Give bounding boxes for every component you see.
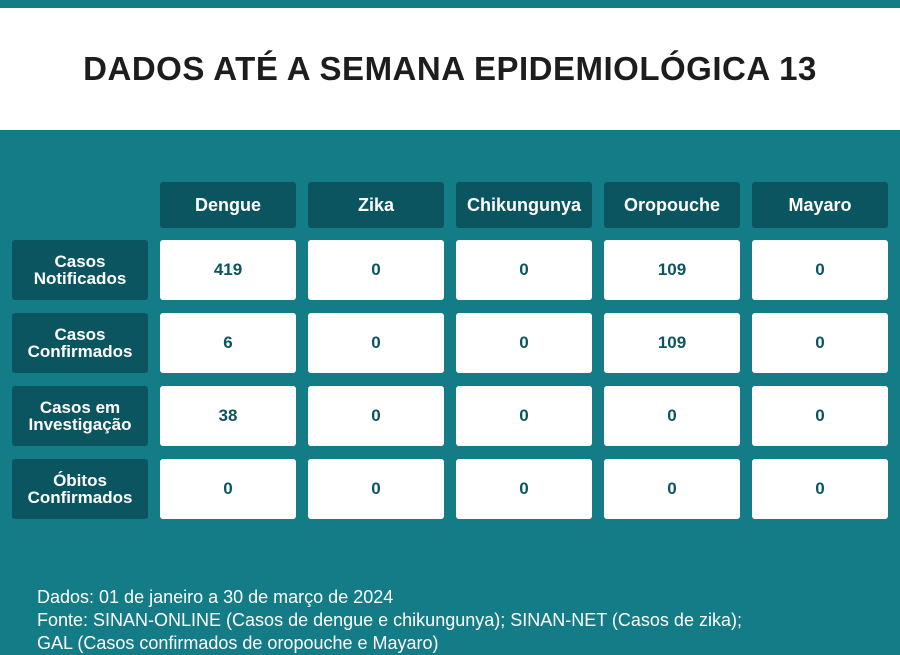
value-cell: 109 — [604, 313, 740, 373]
row-label: Óbitos Confirmados — [12, 459, 148, 519]
value-cell: 0 — [752, 313, 888, 373]
value-cell: 0 — [456, 240, 592, 300]
header: DADOS ATÉ A SEMANA EPIDEMIOLÓGICA 13 — [0, 8, 900, 130]
column-header: Chikungunya — [456, 182, 592, 228]
footer-line: Dados: 01 de janeiro a 30 de março de 20… — [37, 587, 394, 607]
value-cell: 0 — [752, 240, 888, 300]
value-cell: 109 — [604, 240, 740, 300]
value-cell: 0 — [752, 386, 888, 446]
value-cell: 0 — [456, 386, 592, 446]
column-header: Dengue — [160, 182, 296, 228]
title: DADOS ATÉ A SEMANA EPIDEMIOLÓGICA 13 — [83, 50, 817, 87]
column-header: Mayaro — [752, 182, 888, 228]
row-label: Casos Confirmados — [12, 313, 148, 373]
column-header: Zika — [308, 182, 444, 228]
value-cell: 6 — [160, 313, 296, 373]
value-cell: 0 — [604, 459, 740, 519]
footer-line: Fonte: SINAN-ONLINE (Casos de dengue e c… — [37, 610, 742, 630]
value-cell: 0 — [604, 386, 740, 446]
column-header: Oropouche — [604, 182, 740, 228]
value-cell: 0 — [456, 313, 592, 373]
footer-line: GAL (Casos confirmados de oropouche e Ma… — [37, 633, 439, 653]
value-cell: 38 — [160, 386, 296, 446]
value-cell: 0 — [308, 313, 444, 373]
value-cell: 419 — [160, 240, 296, 300]
value-cell: 0 — [308, 386, 444, 446]
row-label: Casos Notificados — [12, 240, 148, 300]
value-cell: 0 — [456, 459, 592, 519]
value-cell: 0 — [752, 459, 888, 519]
row-label: Casos em Investigação — [12, 386, 148, 446]
value-cell: 0 — [160, 459, 296, 519]
footer: Dados: 01 de janeiro a 30 de março de 20… — [37, 586, 742, 655]
value-cell: 0 — [308, 240, 444, 300]
value-cell: 0 — [308, 459, 444, 519]
top-bar — [0, 0, 900, 8]
